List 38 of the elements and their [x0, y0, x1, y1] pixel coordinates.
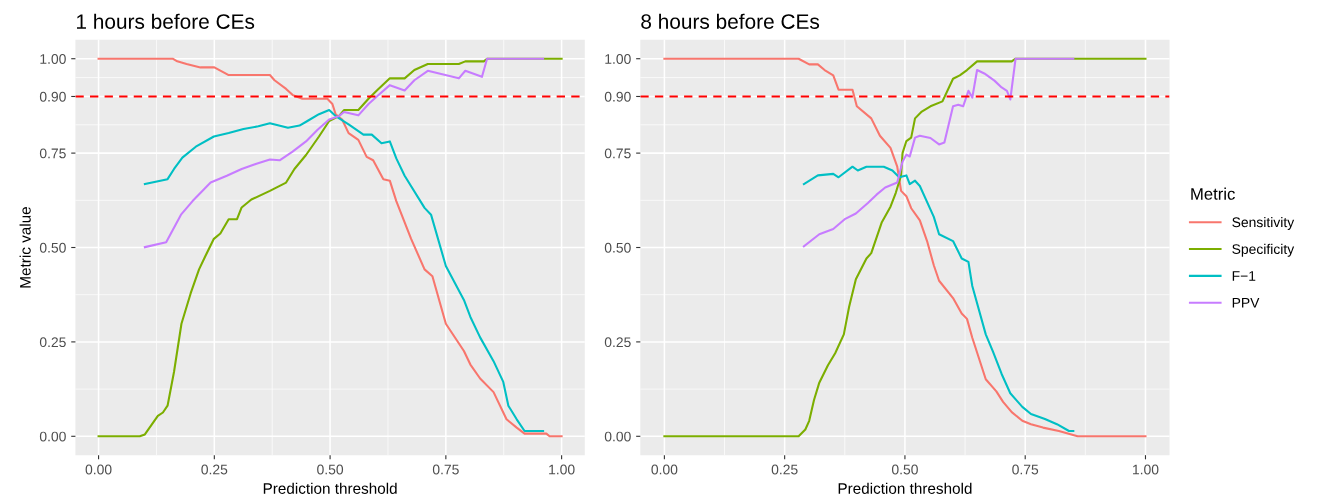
line-series: [143, 57, 545, 249]
x-tick-label: 0.50: [891, 464, 918, 475]
y-axis-title: Metric value: [19, 207, 31, 288]
legend-label: PPV: [1232, 298, 1260, 308]
y-tick-label: 0.25: [604, 337, 631, 348]
x-axis-title: Prediction threshold: [838, 482, 972, 494]
legend-label: Specificity: [1232, 243, 1295, 257]
y-tick-label: 0.00: [39, 431, 66, 442]
legend-label: F−1: [1232, 271, 1256, 281]
x-tick-label: 0.25: [201, 464, 228, 475]
y-tick-label: 0.50: [604, 242, 631, 253]
y-tick-label: 0.25: [39, 337, 66, 348]
x-tick-label: 0.00: [85, 464, 112, 475]
line-series: [143, 109, 545, 433]
chart-title: 8 hours before CEs: [641, 13, 820, 29]
line-series: [802, 165, 1075, 433]
y-tick-label: 0.90: [39, 91, 66, 102]
x-tick-label: 0.75: [1012, 464, 1039, 475]
x-tick-label: 0.25: [771, 464, 798, 475]
x-tick-label: 0.75: [432, 464, 459, 475]
y-tick-label: 0.75: [39, 148, 66, 159]
line-series: [663, 57, 1147, 438]
line-series: [97, 57, 563, 438]
y-tick-label: 1.00: [605, 54, 631, 64]
legend-title: Metric: [1191, 187, 1235, 200]
y-tick-label: 0.90: [604, 91, 631, 102]
x-tick-label: 0.50: [317, 464, 344, 475]
chart-title: 1 hours before CEs: [77, 13, 255, 29]
line-series: [802, 57, 1075, 248]
y-tick-label: 0.50: [39, 242, 66, 253]
y-tick-label: 1.00: [40, 54, 66, 64]
x-axis-title: Prediction threshold: [263, 482, 397, 494]
x-tick-label: 1.00: [549, 464, 575, 475]
x-tick-label: 1.00: [1133, 464, 1159, 475]
y-tick-label: 0.00: [604, 431, 631, 442]
y-tick-label: 0.75: [604, 148, 631, 159]
legend-label: Sensitivity: [1232, 216, 1295, 230]
x-tick-label: 0.00: [651, 464, 678, 475]
